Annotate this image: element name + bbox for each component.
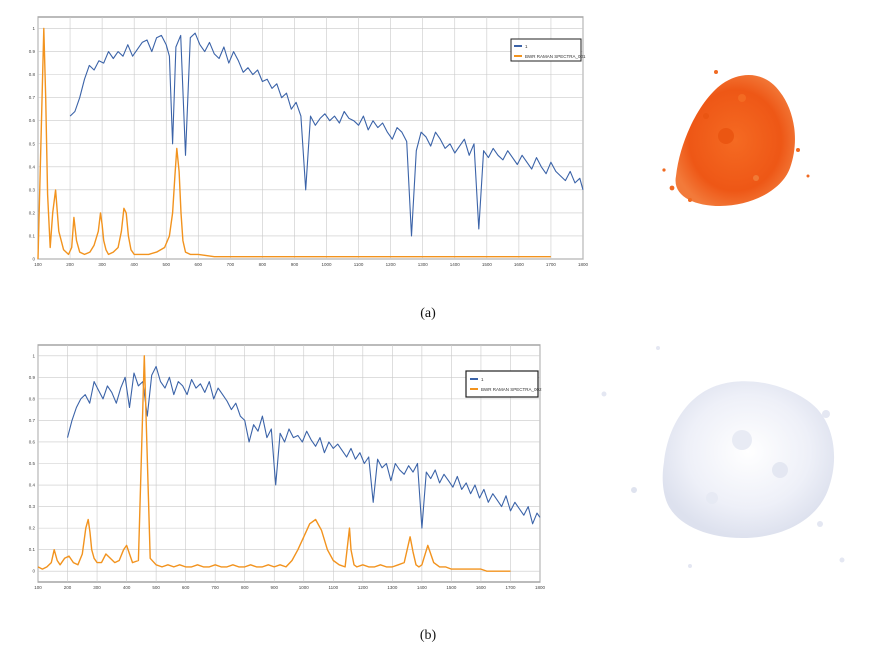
x-tick-label: 700 [211, 585, 219, 590]
legend-a: 1 BWR RAMAN SPECTRA_001 [510, 38, 586, 62]
y-tick-label: 0.2 [29, 526, 36, 531]
y-tick-label: 0.2 [29, 210, 36, 215]
x-tick-label: 400 [123, 585, 131, 590]
x-tick-label: 1100 [354, 262, 364, 267]
y-tick-label: 0.1 [29, 233, 36, 238]
y-tick-label: 0.8 [29, 396, 36, 401]
caption-a: (a) [420, 306, 436, 321]
x-tick-label: 1300 [418, 262, 429, 267]
legend-label-reference-a: BWR RAMAN SPECTRA_001 [525, 54, 586, 59]
legend-label-measured-a: 1 [525, 44, 528, 49]
series-line-measured-a [69, 32, 584, 237]
y-tick-label: 0.7 [29, 95, 36, 100]
x-tick-label: 500 [162, 262, 170, 267]
x-tick-label: 900 [291, 262, 299, 267]
y-tick-label: 0 [32, 569, 35, 574]
legend-label-reference-b: BWR RAMAN SPECTRA_002 [481, 387, 542, 392]
x-tick-label: 400 [130, 262, 138, 267]
x-tick-label: 200 [64, 585, 72, 590]
caption-b: (b) [420, 628, 437, 643]
y-tick-label: 0 [32, 257, 35, 262]
x-tick-label: 100 [34, 262, 42, 267]
series-line-reference-a [37, 27, 551, 260]
y-tick-label: 0.5 [29, 141, 36, 146]
legend-box-a [510, 38, 582, 62]
series-group-b [37, 355, 541, 572]
x-tick-label: 300 [98, 262, 106, 267]
x-tick-label: 1600 [514, 262, 525, 267]
y-tick-label: 0.9 [29, 375, 36, 380]
x-tick-label: 600 [195, 262, 203, 267]
y-tick-label: 0.6 [29, 118, 36, 123]
x-tick-label: 1300 [387, 585, 398, 590]
x-tick-label: 1400 [450, 262, 461, 267]
y-tick-label: 0.7 [29, 418, 36, 423]
y-tick-label: 0.3 [29, 504, 36, 509]
legend-label-measured-b: 1 [481, 377, 484, 382]
x-tick-label: 1200 [386, 262, 397, 267]
legend-b: 1 BWR RAMAN SPECTRA_002 [465, 370, 542, 398]
x-tick-label: 500 [152, 585, 160, 590]
x-tick-label: 900 [270, 585, 278, 590]
legend-box-b [465, 370, 539, 398]
x-tick-label: 1400 [417, 585, 428, 590]
tick-labels-b: 100 200 300 400 500 600 700 800 900 1000 1100 1200 1… [29, 353, 546, 590]
y-tick-label: 0.3 [29, 187, 36, 192]
y-tick-label: 0.4 [29, 164, 36, 169]
x-tick-label: 1700 [546, 262, 557, 267]
y-tick-label: 0.6 [29, 439, 36, 444]
x-tick-label: 1200 [358, 585, 369, 590]
y-tick-label: 1 [32, 26, 35, 31]
x-tick-label: 1000 [299, 585, 310, 590]
chart-panel-a: 100 200 300 400 500 600 700 800 900 1000 1100 1200 1… [29, 16, 589, 267]
x-tick-label: 800 [259, 262, 267, 267]
white-pigment-photo [594, 335, 848, 607]
x-tick-label: 300 [93, 585, 101, 590]
tick-labels-a: 100 200 300 400 500 600 700 800 900 1000 1100 1200 1… [29, 26, 589, 267]
y-tick-label: 0.1 [29, 547, 36, 552]
x-tick-label: 600 [182, 585, 190, 590]
y-tick-label: 0.5 [29, 461, 36, 466]
orange-pigment-photo [598, 13, 846, 256]
x-tick-label: 1500 [482, 262, 493, 267]
x-tick-label: 1800 [535, 585, 546, 590]
series-group-a [37, 27, 584, 260]
y-tick-label: 0.8 [29, 72, 36, 77]
x-tick-label: 1500 [446, 585, 457, 590]
grid-b [37, 345, 541, 582]
y-tick-label: 1 [32, 353, 35, 358]
x-tick-label: 800 [241, 585, 249, 590]
y-tick-label: 0.9 [29, 49, 36, 54]
series-line-reference-b [37, 355, 511, 572]
x-tick-label: 1000 [322, 262, 333, 267]
x-tick-label: 1800 [578, 262, 589, 267]
plot-area-a [37, 16, 584, 260]
x-tick-label: 1100 [328, 585, 338, 590]
x-tick-label: 100 [34, 585, 42, 590]
x-tick-label: 1600 [476, 585, 487, 590]
x-tick-label: 700 [227, 262, 235, 267]
x-tick-label: 200 [66, 262, 74, 267]
chart-panel-b: 100 200 300 400 500 600 700 800 900 1000 1100 1200 1… [29, 344, 546, 590]
y-tick-label: 0.4 [29, 483, 36, 488]
x-tick-label: 1700 [505, 585, 516, 590]
